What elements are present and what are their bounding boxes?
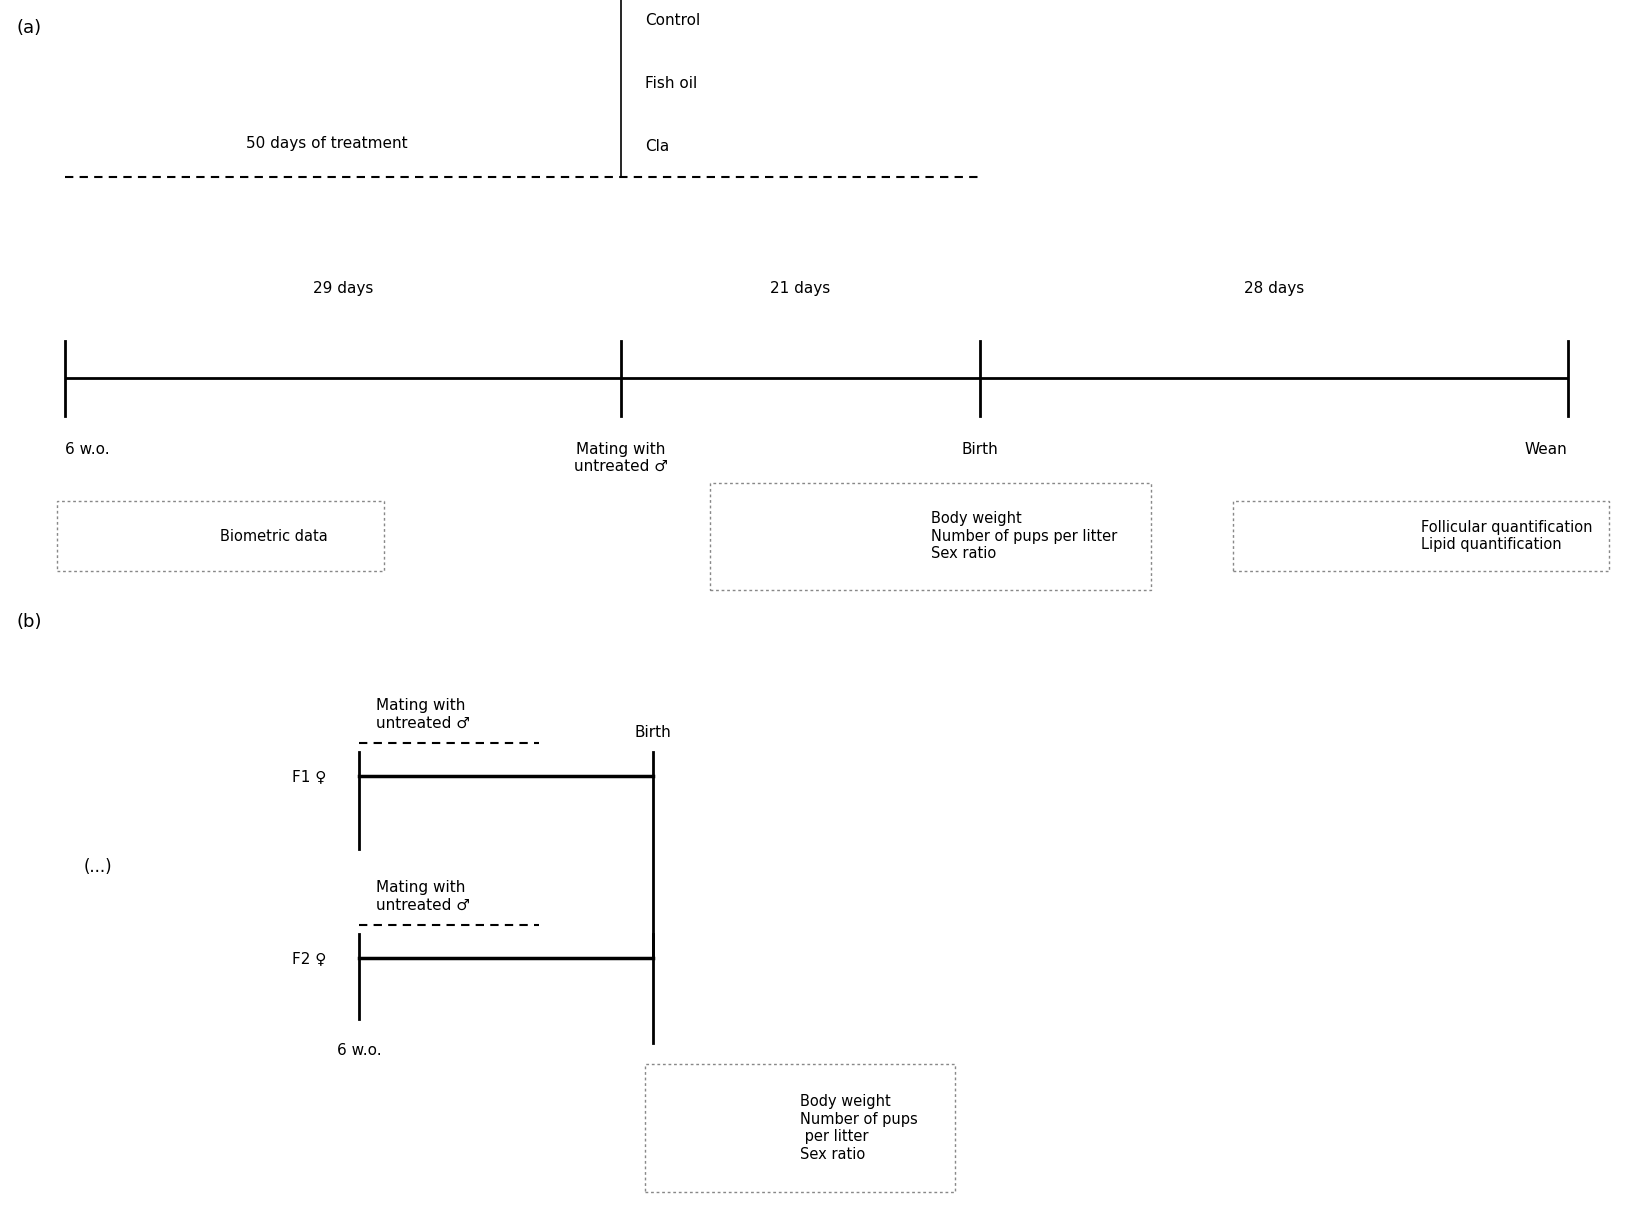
FancyBboxPatch shape [57,501,384,571]
Text: 29 days: 29 days [313,281,372,296]
Text: 28 days: 28 days [1244,281,1302,296]
FancyBboxPatch shape [645,1065,955,1191]
FancyBboxPatch shape [1232,501,1608,571]
Text: 50 days of treatment: 50 days of treatment [246,136,406,152]
Text: F1 ♀: F1 ♀ [292,769,326,784]
Text: 6 w.o.: 6 w.o. [336,1043,382,1058]
Text: Wean: Wean [1524,442,1567,456]
Text: Mating with
untreated ♂: Mating with untreated ♂ [375,699,468,730]
Text: Cla: Cla [645,138,669,154]
Text: Birth: Birth [635,725,671,740]
Text: Mating with
untreated ♂: Mating with untreated ♂ [573,442,667,474]
Text: Fish oil: Fish oil [645,75,697,91]
Text: Follicular quantification
Lipid quantification: Follicular quantification Lipid quantifi… [1420,520,1591,552]
Text: 21 days: 21 days [770,281,829,296]
FancyBboxPatch shape [710,483,1151,590]
Text: Body weight
Number of pups
 per litter
Sex ratio: Body weight Number of pups per litter Se… [800,1094,917,1162]
Text: Mating with
untreated ♂: Mating with untreated ♂ [375,881,468,913]
Text: (b): (b) [16,613,42,631]
Text: (...): (...) [83,859,113,876]
Text: Control: Control [645,12,700,28]
Text: 6 w.o.: 6 w.o. [65,442,109,456]
Text: Birth: Birth [961,442,997,456]
Text: Body weight
Number of pups per litter
Sex ratio: Body weight Number of pups per litter Se… [930,511,1116,562]
Text: F2 ♀: F2 ♀ [292,951,326,966]
Text: (a): (a) [16,19,41,36]
Text: Biometric data: Biometric data [220,529,328,543]
